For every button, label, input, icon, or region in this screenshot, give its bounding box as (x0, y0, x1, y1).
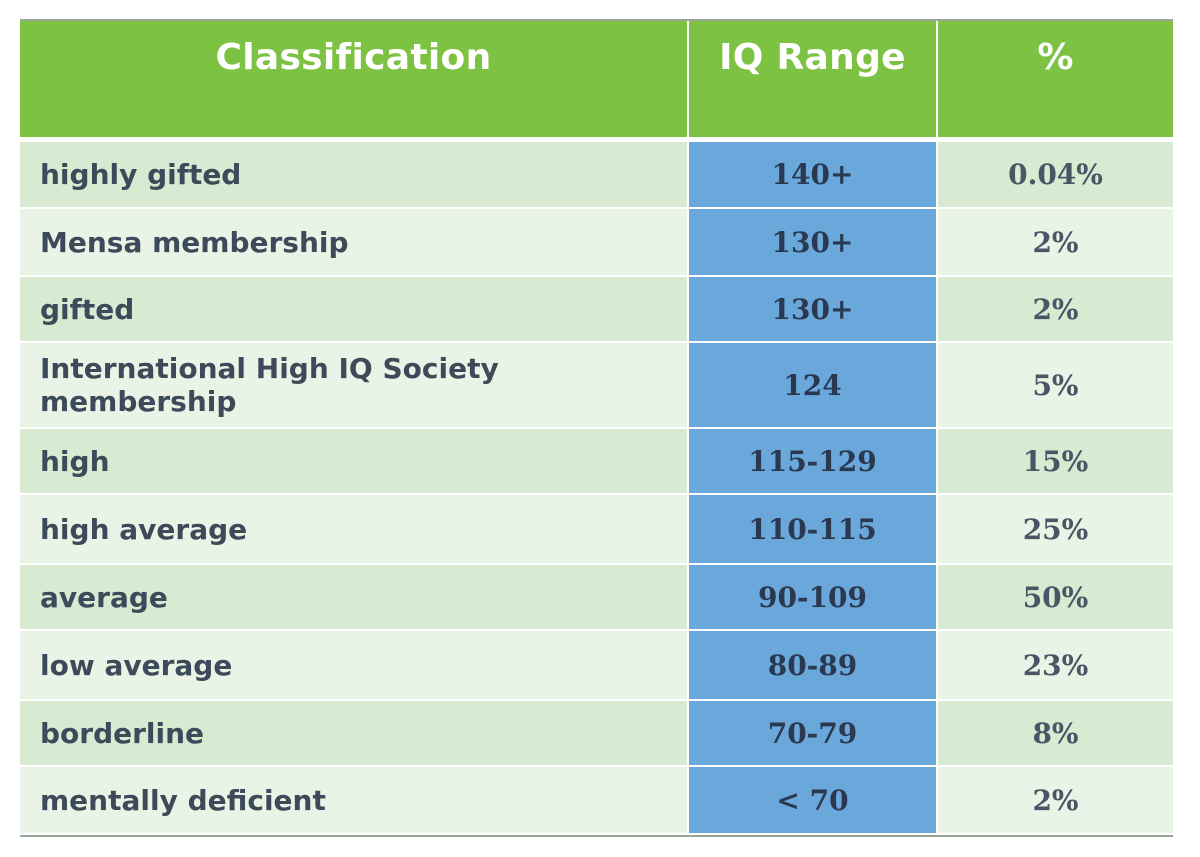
header-gap (20, 137, 1173, 142)
iq-classification-table: Classification IQ Range % highly gifted … (20, 21, 1173, 835)
percent-cell: 2% (937, 276, 1173, 343)
classification-cell: high (20, 428, 688, 495)
iq-range-cell: 80-89 (687, 630, 938, 701)
iq-range-cell: 124 (687, 342, 938, 429)
table-body: highly gifted 140+ 0.04% Mensa membershi… (20, 142, 1173, 835)
classification-cell: highly gifted (20, 142, 688, 209)
iq-range-cell: 130+ (687, 208, 938, 277)
header-gap-cell (20, 137, 1173, 142)
percent-cell: 23% (937, 630, 1173, 701)
classification-cell: gifted (20, 276, 688, 343)
classification-cell: low average (20, 630, 688, 701)
iq-range-cell: 140+ (687, 142, 938, 209)
percent-cell: 15% (937, 428, 1173, 495)
iq-range-cell: 90-109 (687, 564, 938, 631)
table-row: Mensa membership 130+ 2% (20, 208, 1173, 277)
percent-cell: 2% (937, 766, 1173, 835)
table-header: Classification IQ Range % (20, 21, 1173, 142)
percent-cell: 5% (937, 342, 1173, 429)
percent-cell: 0.04% (937, 142, 1173, 209)
classification-cell: high average (20, 494, 688, 565)
iq-classification-table-container: Classification IQ Range % highly gifted … (20, 19, 1173, 837)
table-row: highly gifted 140+ 0.04% (20, 142, 1173, 209)
table-row: high average 110-115 25% (20, 494, 1173, 565)
percent-cell: 25% (937, 494, 1173, 565)
table-row: International High IQ Society membership… (20, 342, 1173, 429)
header-iq-range: IQ Range (688, 21, 938, 137)
percent-cell: 50% (937, 564, 1173, 631)
header-row: Classification IQ Range % (20, 21, 1173, 137)
iq-range-cell: 115-129 (687, 428, 938, 495)
table-row: borderline 70-79 8% (20, 700, 1173, 767)
percent-cell: 8% (937, 700, 1173, 767)
classification-cell: mentally deficient (20, 766, 688, 835)
table-row: low average 80-89 23% (20, 630, 1173, 701)
table-row: high 115-129 15% (20, 428, 1173, 495)
iq-range-cell: 130+ (687, 276, 938, 343)
classification-cell: borderline (20, 700, 688, 767)
table-row: average 90-109 50% (20, 564, 1173, 631)
classification-cell: Mensa membership (20, 208, 688, 277)
table-row: gifted 130+ 2% (20, 276, 1173, 343)
classification-cell: average (20, 564, 688, 631)
iq-range-cell: 110-115 (687, 494, 938, 565)
table-row: mentally deficient < 70 2% (20, 766, 1173, 835)
iq-range-cell: < 70 (687, 766, 938, 835)
iq-range-cell: 70-79 (687, 700, 938, 767)
percent-cell: 2% (937, 208, 1173, 277)
header-classification: Classification (20, 21, 689, 137)
classification-cell: International High IQ Society membership (20, 342, 688, 429)
header-percent: % (937, 21, 1173, 137)
